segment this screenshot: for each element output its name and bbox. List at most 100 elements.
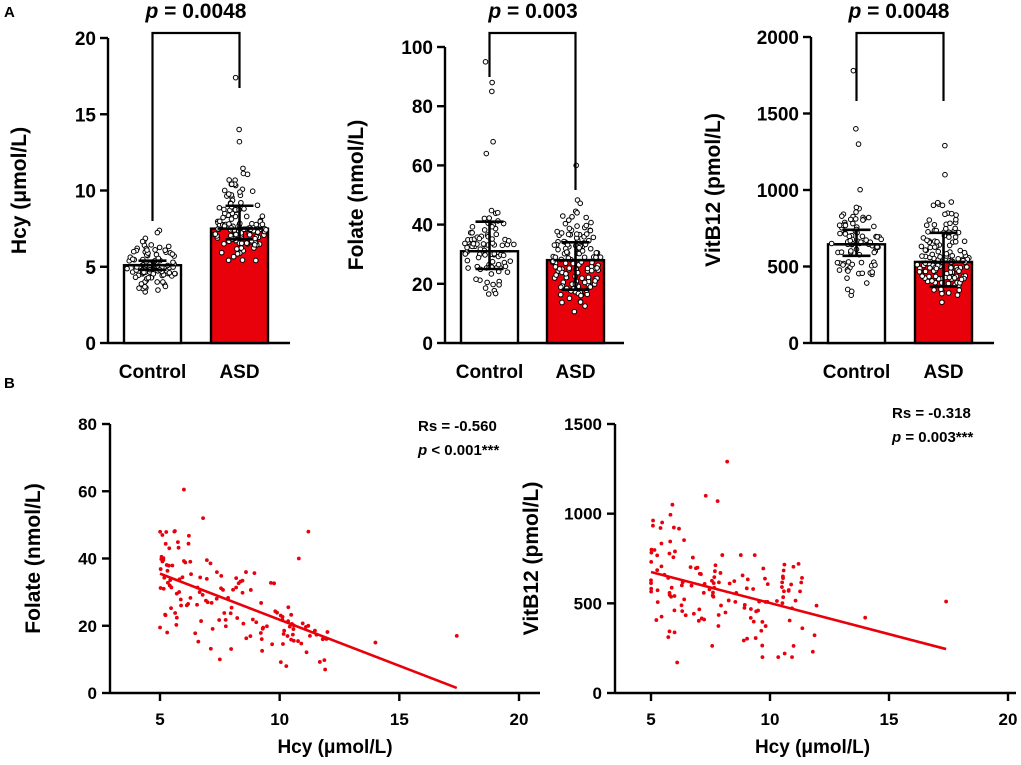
scatter-point xyxy=(323,667,328,672)
scatter-point xyxy=(667,629,672,634)
data-point xyxy=(846,233,853,240)
data-point xyxy=(933,265,940,272)
y-tick-label: 1500 xyxy=(757,105,799,126)
data-point xyxy=(948,210,955,217)
scatter-point xyxy=(244,636,249,641)
scatter-point xyxy=(691,611,696,616)
scatter-point xyxy=(655,600,660,604)
data-point xyxy=(485,291,492,297)
data-point xyxy=(590,234,597,241)
data-point-outlier xyxy=(482,59,489,65)
data-point xyxy=(953,212,959,218)
data-point xyxy=(469,224,476,230)
data-point xyxy=(845,268,851,274)
scatter-point xyxy=(229,647,234,651)
scatter-point xyxy=(716,613,721,617)
data-point xyxy=(588,267,595,274)
data-point xyxy=(914,261,921,268)
scatter-point xyxy=(238,579,243,584)
data-point xyxy=(170,259,176,266)
scatter-point xyxy=(159,554,164,559)
data-point xyxy=(556,266,563,272)
data-point xyxy=(955,256,962,262)
data-point xyxy=(500,252,507,259)
data-point xyxy=(559,299,565,306)
scatter-point xyxy=(659,614,664,619)
scatter-point xyxy=(258,631,263,635)
data-point xyxy=(956,287,963,294)
scatter-point xyxy=(799,580,804,585)
scatter-point xyxy=(186,601,191,606)
data-point xyxy=(144,247,150,253)
data-point xyxy=(929,251,936,258)
scatter-point xyxy=(699,616,704,621)
data-point xyxy=(597,254,604,260)
scatter-point xyxy=(810,649,815,654)
scatter-point xyxy=(786,588,791,592)
title-p-symbol: p xyxy=(848,0,862,23)
data-point xyxy=(863,280,870,286)
scatter-point xyxy=(241,621,246,626)
scatter-point xyxy=(320,637,325,642)
scatter-point xyxy=(690,555,695,560)
scatter-point xyxy=(163,541,168,546)
data-point xyxy=(212,231,219,237)
data-point xyxy=(828,240,835,247)
scatter-point xyxy=(180,575,185,580)
scatter-point xyxy=(710,593,715,598)
y-axis-label: Folate (nmol/L) xyxy=(22,483,45,634)
scatter-point xyxy=(673,549,677,554)
y-tick-label: 1000 xyxy=(564,505,602,524)
y-tick-label: 0 xyxy=(593,684,602,703)
data-point xyxy=(937,254,943,260)
scatter-point xyxy=(181,559,186,563)
scatter-point xyxy=(208,561,213,566)
scatter-point xyxy=(760,619,765,624)
scatter-point xyxy=(751,619,756,624)
p-symbol: p xyxy=(891,429,901,446)
scatter-point xyxy=(781,595,786,600)
data-point xyxy=(562,220,569,227)
y-axis-label: Hcy (μmol/L) xyxy=(8,127,31,254)
data-point xyxy=(588,219,594,226)
scatter-point xyxy=(300,621,305,626)
panel-label-a: A xyxy=(4,4,15,21)
data-point xyxy=(228,181,235,188)
scatter-point xyxy=(782,589,786,594)
scatter-point xyxy=(188,595,193,600)
x-tick-label: 15 xyxy=(880,710,899,729)
y-tick-label: 500 xyxy=(767,258,799,279)
scatter-point xyxy=(260,648,265,653)
scatter-point xyxy=(204,577,209,581)
scatter-point xyxy=(677,526,681,531)
data-point xyxy=(871,249,878,256)
scatter-point xyxy=(169,606,173,611)
scatter-point xyxy=(158,586,163,590)
data-point xyxy=(840,262,846,268)
y-tick-label: 40 xyxy=(412,216,433,237)
scatter-point xyxy=(179,603,183,608)
scatter-point xyxy=(273,609,278,614)
title-p-value: = 0.0048 xyxy=(158,0,246,23)
data-point xyxy=(939,290,945,297)
data-point xyxy=(952,238,959,245)
scatter-point xyxy=(753,636,758,640)
scatter-point xyxy=(718,571,723,575)
data-point-outlier xyxy=(483,150,490,157)
data-point xyxy=(156,244,163,251)
category-label-control: Control xyxy=(823,362,891,383)
y-tick-label: 1000 xyxy=(757,181,799,202)
scatter-point xyxy=(659,564,664,569)
scatter-point xyxy=(252,571,257,576)
significance-title: p = 0.0048 xyxy=(145,0,247,23)
significance-bracket xyxy=(488,31,577,190)
data-point xyxy=(947,220,953,227)
scatter-point xyxy=(711,590,715,595)
data-point xyxy=(852,216,859,222)
scatter-point xyxy=(742,602,747,607)
scatter-point xyxy=(732,579,737,584)
scatter-point xyxy=(244,570,248,574)
title-p-value: = 0.0048 xyxy=(861,0,949,23)
scatter-point xyxy=(712,575,717,580)
scatter-point xyxy=(164,530,169,534)
